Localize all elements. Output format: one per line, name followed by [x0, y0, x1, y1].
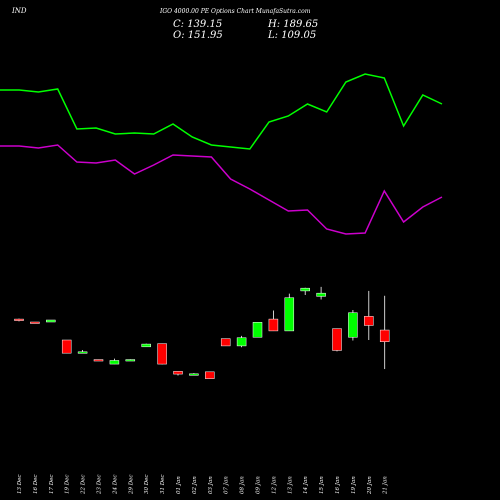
x-tick-label: 22 Dec — [81, 475, 87, 496]
candle-body-bear — [14, 318, 24, 321]
candle-08-jan — [236, 335, 247, 348]
candle-07-jan — [220, 338, 231, 347]
x-tick-label: 13 Dec — [17, 475, 23, 495]
candle-12-jan — [268, 310, 279, 332]
x-tick-label: 19 Dec — [65, 475, 71, 495]
candle-body-bull — [316, 292, 326, 297]
candle-15-jan — [316, 286, 326, 300]
candle-19-dec — [61, 339, 72, 354]
candle-21-jan — [379, 295, 390, 370]
candle-22-dec — [77, 350, 88, 354]
x-tick-label: 02 Jan — [192, 476, 198, 494]
low-label: L: 109.05 — [267, 30, 316, 41]
candle-body-bull — [284, 297, 295, 332]
candle-body-bull — [252, 322, 263, 338]
candle-13-jan — [284, 293, 295, 332]
candle-body-bear — [61, 339, 72, 354]
x-tick-label: 09 Jan — [256, 476, 262, 494]
x-tick-label: 19 Jan — [351, 476, 357, 494]
x-tick-label: 16 Dec — [33, 475, 39, 495]
high-label: H: 189.65 — [267, 19, 318, 30]
candle-19-jan — [348, 310, 358, 341]
x-tick-label: 16 Jan — [335, 476, 341, 494]
candle-17-dec — [46, 319, 56, 323]
open-label: O: 151.95 — [173, 30, 223, 41]
x-tick-label: 14 Jan — [303, 476, 309, 494]
x-tick-label: 30 Dec — [144, 475, 150, 495]
candle-09-jan — [252, 322, 263, 338]
candle-29-dec — [125, 359, 136, 362]
candle-body-bear — [332, 328, 342, 351]
candle-body-bear — [268, 318, 279, 332]
candle-body-bear — [173, 371, 183, 375]
candle-body-bear — [364, 316, 374, 326]
candle-body-bull — [125, 359, 136, 362]
x-tick-label: 12 Jan — [271, 476, 277, 494]
x-tick-label: 21 Jan — [383, 476, 389, 495]
x-tick-label: 08 Jan — [240, 476, 246, 494]
candle-20-jan — [364, 290, 374, 340]
x-axis-labels: 13 Dec 16 Dec 17 Dec 19 Dec 22 Dec 23 Dec 24 D… — [17, 475, 389, 496]
candles-group — [14, 286, 390, 379]
candle-24-dec — [109, 358, 120, 365]
candle-31-dec — [157, 343, 167, 365]
candle-body-bear — [30, 321, 40, 324]
x-tick-label: 01 Jan — [176, 476, 182, 494]
x-tick-label: 23 Dec — [97, 475, 103, 496]
candle-02-jan — [189, 373, 199, 376]
symbol-label: IND — [11, 7, 27, 15]
candle-body-bear — [205, 371, 215, 379]
candle-body-bear — [93, 359, 104, 362]
candle-body-bull — [300, 287, 310, 292]
x-tick-label: 20 Jan — [367, 476, 373, 495]
x-tick-label: 07 Jan — [224, 476, 230, 494]
candle-03-jan — [205, 371, 215, 379]
candle-16-dec — [30, 321, 40, 324]
x-tick-label: 03 Jan — [208, 476, 214, 494]
candle-body-bull — [236, 337, 247, 347]
candle-14-jan — [300, 287, 310, 295]
candle-13-dec — [14, 318, 24, 322]
chart-title: IGO 4000.00 PE Options Chart MunafaSutra… — [159, 8, 311, 15]
close-label: C: 139.15 — [173, 19, 222, 30]
x-tick-label: 17 Dec — [49, 475, 55, 495]
candle-body-bull — [109, 360, 120, 365]
candle-body-bull — [141, 343, 151, 348]
candle-30-dec — [141, 343, 151, 348]
candle-body-bear — [220, 338, 231, 347]
indicator-line-bottom — [0, 144, 443, 235]
x-tick-label: 29 Dec — [128, 475, 134, 496]
candle-23-dec — [93, 359, 104, 362]
x-tick-label: 13 Jan — [287, 476, 293, 494]
candle-body-bull — [348, 312, 358, 338]
candle-body-bear — [157, 343, 167, 365]
x-tick-label: 15 Jan — [319, 476, 325, 494]
x-tick-label: 24 Dec — [112, 475, 118, 496]
candle-body-bull — [77, 351, 88, 354]
candle-body-bear — [379, 329, 390, 342]
indicator-line-top — [0, 73, 443, 150]
candle-body-bull — [46, 319, 56, 323]
x-tick-label: 31 Dec — [160, 475, 166, 495]
candle-16-jan — [332, 328, 342, 352]
candle-01-jan — [173, 371, 183, 376]
candle-body-bull — [189, 373, 199, 376]
